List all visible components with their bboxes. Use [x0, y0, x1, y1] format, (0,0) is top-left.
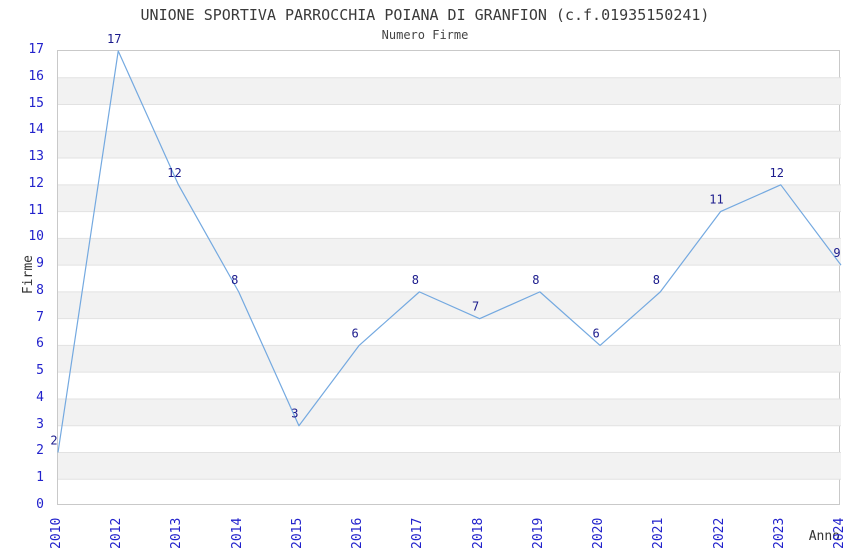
y-tick-label: 4: [36, 389, 44, 405]
y-tick-label: 1: [36, 470, 44, 486]
x-tick-label: 2015: [289, 517, 305, 549]
x-tick-label: 2014: [229, 517, 245, 549]
value-label: 3: [291, 407, 298, 421]
y-tick-label: 9: [36, 256, 44, 272]
y-tick-label: 0: [36, 497, 44, 512]
x-tick-label: 2018: [470, 517, 486, 549]
value-label: 8: [532, 273, 539, 287]
x-tick-label: 2020: [591, 517, 607, 549]
y-tick-label: 15: [28, 95, 44, 111]
x-tick-label: 2023: [771, 517, 787, 549]
y-tick-label: 3: [36, 416, 44, 432]
value-label: 7: [472, 300, 479, 314]
value-label: 12: [770, 166, 784, 180]
chart-subtitle: Numero Firme: [381, 28, 469, 42]
y-tick-label: 6: [36, 336, 44, 352]
y-tick-label: 11: [28, 202, 44, 218]
value-label: 6: [592, 326, 599, 340]
value-label: 17: [107, 32, 121, 46]
value-label: 8: [412, 273, 419, 287]
grid-band: [58, 398, 841, 426]
x-tick-label: 2019: [530, 517, 546, 549]
value-label: 12: [167, 166, 181, 180]
x-tick-label: 2024: [832, 517, 847, 549]
grid-band: [58, 131, 841, 159]
y-tick-label: 5: [36, 363, 44, 379]
y-tick-label: 10: [28, 229, 44, 245]
y-tick-label: 8: [36, 282, 44, 298]
grid-band: [58, 238, 841, 266]
grid-band: [58, 345, 841, 373]
value-label: 8: [231, 273, 238, 287]
series-line: [57, 50, 842, 453]
chart-svg: 2 17 12 8 3 6 8 7 8 6 8 11 12 9: [50, 32, 842, 480]
grid-band: [58, 184, 841, 212]
value-label: 11: [709, 193, 723, 207]
x-tick-label: 2013: [169, 517, 185, 549]
y-tick-label: 12: [28, 175, 44, 191]
x-tick-label: 2010: [49, 517, 64, 549]
y-tick-label: 2: [36, 443, 44, 459]
grid-band: [58, 452, 841, 480]
x-tick-label: 2022: [711, 517, 727, 549]
x-tick-label: 2012: [109, 517, 125, 549]
y-tick-label: 7: [36, 309, 44, 325]
y-tick-label: 17: [28, 42, 44, 57]
y-tick-label: 16: [28, 68, 44, 84]
value-label: 9: [833, 246, 840, 260]
value-label: 8: [653, 273, 660, 287]
x-tick-label: 2021: [651, 517, 667, 549]
x-tick-label: 2017: [410, 517, 426, 549]
chart-title: UNIONE SPORTIVA PARROCCHIA POIANA DI GRA…: [140, 6, 710, 24]
x-axis-label: Anno: [808, 529, 840, 544]
y-tick-label: 14: [28, 122, 44, 138]
y-tick-label: 13: [28, 149, 44, 165]
value-label: 6: [352, 326, 359, 340]
grid-band: [58, 77, 841, 105]
x-tick-label: 2016: [350, 517, 366, 549]
plot-area: 2 17 12 8 3 6 8 7 8 6 8 11 12 9: [50, 32, 842, 505]
value-label: 2: [50, 433, 57, 447]
